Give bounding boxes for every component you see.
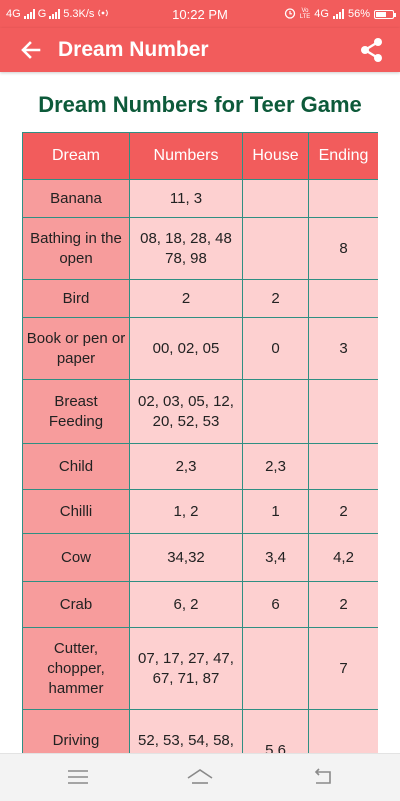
dream-table: Dream Numbers House Ending Banana 11, 3 … (22, 132, 378, 753)
house-cell: 3,4 (242, 533, 309, 582)
table-row: Book or pen or paper 00, 02, 05 0 3 (22, 317, 378, 380)
ending-cell: 7 (308, 627, 378, 710)
numbers-cell: 00, 02, 05 (129, 317, 243, 380)
page-heading: Dream Numbers for Teer Game (38, 92, 362, 117)
signal-icon-3 (332, 9, 344, 19)
house-cell (242, 379, 309, 444)
dream-cell: Chilli (22, 489, 130, 534)
dream-cell: Bird (22, 279, 130, 318)
ending-cell: 2 (308, 581, 378, 628)
return-icon (314, 768, 331, 784)
numbers-cell: 1, 2 (129, 489, 243, 534)
numbers-cell: 2 (129, 279, 243, 318)
house-cell: 2 (242, 279, 309, 318)
dream-cell: Driving Bike/Car (22, 709, 130, 753)
table-row: Child 2,3 2,3 (22, 443, 378, 490)
app-title: Dream Number (58, 38, 209, 61)
ending-cell (308, 279, 378, 318)
home-icon (187, 769, 213, 784)
dream-cell: Child (22, 443, 130, 490)
table-row: Chilli 1, 2 1 2 (22, 489, 378, 534)
ending-cell (308, 179, 378, 218)
dream-cell: Crab (22, 581, 130, 628)
status-bar: 4G G 5.3K/s 10:22 PM Vo LTE 4G 56% (0, 0, 400, 28)
header-house: House (242, 132, 309, 180)
header-numbers: Numbers (129, 132, 243, 180)
ending-cell: 8 (308, 217, 378, 280)
house-cell (242, 627, 309, 710)
app-bar: Dream Number (0, 28, 400, 72)
network-label-2: G (37, 8, 47, 20)
table-row: Banana 11, 3 (22, 179, 378, 218)
ending-cell (308, 379, 378, 444)
numbers-cell: 2,3 (129, 443, 243, 490)
back-button[interactable] (12, 28, 50, 72)
dream-cell: Bathing in the open (22, 217, 130, 280)
table-row: Cow 34,32 3,4 4,2 (22, 533, 378, 582)
house-cell: 1 (242, 489, 309, 534)
header-ending: Ending (308, 132, 378, 180)
battery-percent: 56% (347, 8, 370, 20)
numbers-cell: 07, 17, 27, 47, 67, 71, 87 (129, 627, 243, 710)
house-cell (242, 179, 309, 218)
arrow-left-icon (21, 41, 41, 59)
network-speed: 5.3K/s (63, 8, 95, 20)
hotspot-icon (97, 7, 109, 22)
house-cell: 6 (242, 581, 309, 628)
network-label-3: 4G (314, 8, 329, 20)
dream-cell: Breast Feeding (22, 379, 130, 444)
network-label-1: 4G (6, 8, 21, 20)
dream-cell: Book or pen or paper (22, 317, 130, 380)
table-row: Bird 2 2 (22, 279, 378, 318)
dream-cell: Cow (22, 533, 130, 582)
numbers-cell: 08, 18, 28, 48 78, 98 (129, 217, 243, 280)
signal-icon (23, 9, 35, 19)
numbers-cell: 52, 53, 54, 58, 60, 63, 68 (129, 709, 243, 753)
ending-cell: 2 (308, 489, 378, 534)
house-cell: 5,6 (242, 709, 309, 753)
dream-cell: Cutter, chopper, hammer (22, 627, 130, 710)
menu-icon (68, 770, 88, 784)
ending-cell (308, 709, 378, 753)
return-button[interactable] (302, 762, 342, 792)
status-right: Vo LTE 4G 56% (284, 0, 396, 28)
dream-table-container[interactable]: Dream Numbers House Ending Banana 11, 3 … (22, 132, 378, 753)
alarm-icon (284, 7, 296, 22)
table-row: Crab 6, 2 6 2 (22, 581, 378, 628)
house-cell: 0 (242, 317, 309, 380)
ending-cell: 3 (308, 317, 378, 380)
share-button[interactable] (356, 34, 388, 66)
table-row: Breast Feeding 02, 03, 05, 12, 20, 52, 5… (22, 379, 378, 444)
ending-cell: 4,2 (308, 533, 378, 582)
system-nav-bar (0, 753, 400, 801)
header-dream: Dream (22, 132, 130, 180)
numbers-cell: 34,32 (129, 533, 243, 582)
numbers-cell: 6, 2 (129, 581, 243, 628)
dream-cell: Banana (22, 179, 130, 218)
table-row: Cutter, chopper, hammer 07, 17, 27, 47, … (22, 627, 378, 710)
table-row: Bathing in the open 08, 18, 28, 48 78, 9… (22, 217, 378, 280)
home-button[interactable] (180, 762, 220, 792)
ending-cell (308, 443, 378, 490)
volte-icon: Vo LTE (299, 8, 311, 20)
status-left: 4G G 5.3K/s (6, 7, 156, 22)
menu-button[interactable] (58, 762, 98, 792)
signal-icon-2 (49, 9, 61, 19)
house-cell: 2,3 (242, 443, 309, 490)
share-icon (361, 38, 382, 62)
numbers-cell: 11, 3 (129, 179, 243, 218)
battery-icon (374, 9, 396, 19)
table-row: Driving Bike/Car 52, 53, 54, 58, 60, 63,… (22, 709, 378, 753)
table-header-row: Dream Numbers House Ending (22, 132, 378, 180)
house-cell (242, 217, 309, 280)
numbers-cell: 02, 03, 05, 12, 20, 52, 53 (129, 379, 243, 444)
